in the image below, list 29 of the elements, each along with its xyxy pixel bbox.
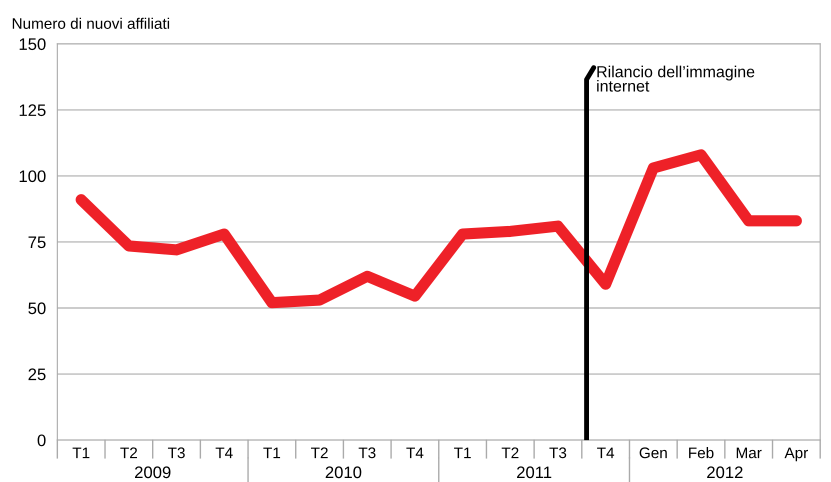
y-tick-label: 25 [28,368,46,380]
y-tick-label: 50 [28,302,46,314]
y-tick-label: 125 [20,104,46,116]
x-tick-label: Feb [689,447,714,458]
x-tick-label: T3 [168,447,185,458]
y-tick-label: 75 [28,236,46,248]
x-tick-label: T1 [72,448,90,458]
x-tick-label: T4 [216,448,233,458]
x-tick-label: Apr [784,448,808,462]
y-axis-title: Numero di nuovi affiliati [12,18,170,29]
x-tick-label: Gen [640,447,667,458]
annotation: Rilancio dell’immagine internet [597,66,754,92]
text: 2012 [707,466,743,478]
y-tick-label: 100 [20,170,46,182]
x-tick-label: Mar [736,448,762,458]
y-tick-label: 0 [38,434,46,446]
x-tick-label: T3 [549,447,566,458]
x-tick-label: T2 [502,447,518,458]
x-tick-label: T3 [358,447,376,458]
x-tick-label: T1 [263,448,280,458]
x-tick-label: T4 [406,448,424,458]
y-tick-label: 150 [20,38,46,50]
x-tick-label: T2 [311,447,328,458]
text: 2011 [517,466,552,478]
x-tick-label: T4 [597,448,614,458]
x-tick-label: T2 [120,447,138,458]
text: 2009 [135,466,170,478]
text: 2010 [326,466,362,478]
x-tick-label: T1 [454,448,471,458]
